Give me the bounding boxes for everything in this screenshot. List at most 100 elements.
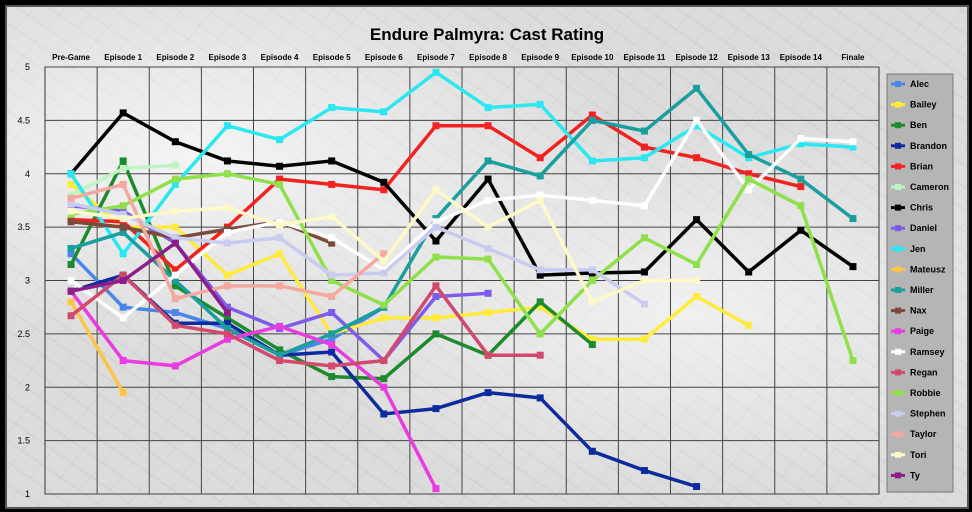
data-point xyxy=(328,362,336,370)
data-point xyxy=(119,314,127,322)
data-point xyxy=(328,180,336,188)
data-point xyxy=(640,277,648,284)
data-point xyxy=(484,104,492,112)
data-point xyxy=(797,226,805,234)
data-point xyxy=(171,239,179,247)
series-jen xyxy=(67,68,857,258)
data-point xyxy=(223,335,231,343)
data-point xyxy=(171,362,179,370)
data-point xyxy=(328,212,336,220)
data-point xyxy=(67,194,75,202)
legend-label: Ben xyxy=(910,120,927,130)
data-point xyxy=(223,325,231,333)
data-point xyxy=(745,170,753,178)
data-point xyxy=(223,282,231,290)
series-taylor xyxy=(67,180,388,303)
data-point xyxy=(223,309,231,317)
x-tick-label: Episode 12 xyxy=(675,53,718,62)
data-point xyxy=(328,239,336,247)
data-point xyxy=(328,277,336,284)
legend-item-nax: Nax xyxy=(891,306,927,316)
data-point xyxy=(328,373,336,381)
legend-swatch-marker xyxy=(895,184,901,190)
data-point xyxy=(484,244,492,252)
legend-label: Ramsey xyxy=(910,347,945,357)
data-point xyxy=(223,228,231,236)
data-point xyxy=(693,216,701,224)
data-point xyxy=(171,295,179,303)
data-point xyxy=(536,100,544,108)
x-tick-label: Episode 3 xyxy=(209,53,247,62)
data-point xyxy=(484,157,492,165)
legend-item-cameron: Cameron xyxy=(891,182,949,192)
y-tick-label: 5 xyxy=(25,62,30,72)
data-point xyxy=(119,210,127,218)
data-point xyxy=(67,218,75,226)
data-point xyxy=(171,175,179,183)
data-point xyxy=(380,178,388,186)
legend-label: Daniel xyxy=(910,223,937,233)
data-point xyxy=(484,255,492,263)
data-point xyxy=(432,186,440,194)
data-point xyxy=(640,202,648,210)
legend-label: Paige xyxy=(910,326,934,336)
y-tick-label: 1 xyxy=(25,489,30,499)
legend-item-tori: Tori xyxy=(891,450,926,460)
data-point xyxy=(432,122,440,130)
series-line xyxy=(69,289,438,491)
legend-swatch-marker xyxy=(895,122,901,129)
legend-swatch-marker xyxy=(895,101,901,108)
data-point xyxy=(223,319,231,327)
data-point xyxy=(119,303,127,311)
data-point xyxy=(693,293,701,301)
legend-swatch-marker xyxy=(895,204,901,211)
data-point xyxy=(328,335,336,343)
x-tick-label: Pre-Game xyxy=(52,53,90,62)
series-line xyxy=(69,172,855,363)
data-point xyxy=(67,250,75,258)
data-point xyxy=(849,138,857,146)
y-tick-label: 4.5 xyxy=(17,115,30,125)
data-point xyxy=(171,180,179,188)
data-point xyxy=(67,180,75,188)
data-point xyxy=(171,321,179,329)
data-point xyxy=(588,116,596,124)
data-point xyxy=(171,234,179,242)
series-line xyxy=(69,273,542,368)
data-point xyxy=(693,122,701,130)
data-point xyxy=(693,483,701,491)
series-lines xyxy=(67,68,857,493)
legend-swatch-marker xyxy=(895,369,901,376)
legend-label: Nax xyxy=(910,306,927,316)
data-point xyxy=(380,269,388,277)
data-point xyxy=(432,218,440,226)
legend-swatch-marker xyxy=(895,245,901,252)
data-point xyxy=(536,172,544,180)
data-point xyxy=(223,271,231,279)
x-tick-label: Episode 14 xyxy=(780,53,823,62)
data-point xyxy=(484,289,492,297)
data-point xyxy=(380,108,388,116)
x-tick-label: Episode 6 xyxy=(365,53,403,62)
series-line xyxy=(69,70,855,256)
data-point xyxy=(276,136,284,144)
legend-item-mateusz: Mateusz xyxy=(891,264,946,274)
legend-label: Brandon xyxy=(910,141,947,151)
data-point xyxy=(536,266,544,274)
legend-swatch-marker xyxy=(895,431,901,438)
data-point xyxy=(328,157,336,165)
x-tick-label: Finale xyxy=(841,53,865,62)
legend-item-brandon: Brandon xyxy=(891,141,947,151)
y-tick-label: 3.5 xyxy=(17,222,30,232)
data-point xyxy=(119,202,127,210)
data-point xyxy=(797,135,805,143)
data-point xyxy=(223,330,231,338)
legend-label: Miller xyxy=(910,285,934,295)
x-tick-label: Episode 4 xyxy=(261,53,299,62)
data-point xyxy=(432,293,440,301)
data-point xyxy=(693,154,701,162)
data-point xyxy=(380,383,388,391)
x-tick-label: Episode 10 xyxy=(571,53,614,62)
data-point xyxy=(484,389,492,397)
legend-item-ben: Ben xyxy=(891,120,927,130)
